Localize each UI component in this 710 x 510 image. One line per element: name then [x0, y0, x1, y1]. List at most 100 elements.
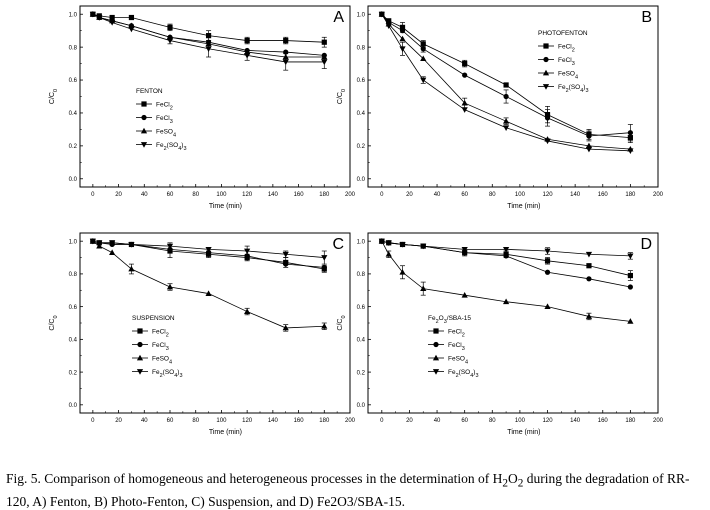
data-point [586, 263, 592, 269]
x-tick-label: 60 [461, 418, 468, 424]
legend-entry-name: FeCl [156, 115, 170, 122]
x-tick-label: 180 [625, 418, 636, 424]
data-point [627, 272, 633, 279]
data-point [378, 238, 385, 245]
legend-entry: FeCl3 [152, 342, 169, 352]
data-point [283, 261, 289, 267]
data-point [627, 130, 633, 136]
y-tick-label: 1.0 [69, 12, 78, 18]
x-tick-label: 180 [625, 192, 636, 198]
legend-entry-name: FeCl [448, 342, 462, 349]
legend-entry: FeSO4 [558, 71, 578, 81]
legend-entry-name3: ) [473, 369, 475, 376]
legend-marker [137, 328, 143, 334]
x-tick-label: 200 [653, 418, 664, 424]
y-axis-label-main: C/C [49, 92, 56, 104]
data-point [244, 37, 250, 44]
legend-entry-name: Fe [152, 369, 160, 376]
legend-marker [432, 354, 440, 361]
legend-marker [542, 69, 550, 76]
legend-entry-name3: ) [583, 84, 585, 91]
caption-text-3: during the degradation of RR-120, A) Fen… [6, 471, 690, 509]
figure-panels: 0 20 40 60 80 100 120 140 160 180 2000.00.20.40.60… [49, 5, 664, 436]
x-tick-label: 20 [115, 418, 122, 424]
legend-title-text: PHOTOFENTON [538, 30, 588, 37]
data-point [462, 72, 468, 78]
series-4 [89, 238, 328, 265]
data-point [585, 146, 593, 153]
legend-title-text: Fe [428, 315, 436, 322]
x-tick-label: 60 [167, 192, 174, 198]
data-point [128, 26, 135, 33]
data-point [282, 59, 289, 66]
legend-entry-name2: (SO [163, 369, 175, 376]
x-tick-label: 140 [570, 418, 581, 424]
data-point [321, 59, 328, 66]
legend-entry: FeSO4 [156, 129, 176, 139]
caption-sub-2: 2 [517, 477, 524, 490]
y-axis-label-sub: 0 [53, 89, 59, 92]
y-tick-label: 0.8 [357, 272, 366, 278]
data-point [89, 11, 96, 18]
legend-entry-sub3: 3 [183, 146, 186, 152]
legend-marker [140, 142, 148, 148]
legend-entry-sub: 3 [462, 346, 465, 352]
legend-entry-sub2: 4 [470, 373, 473, 379]
legend-entry: FeCl2 [448, 329, 465, 339]
x-tick-label: 40 [434, 418, 441, 424]
plot-frame [367, 232, 659, 414]
legend-marker [140, 127, 148, 134]
data-point [585, 251, 593, 258]
series-1 [379, 238, 633, 281]
legend-entry-name2: (SO [167, 142, 179, 149]
legend-marker [433, 341, 439, 348]
data-point [399, 46, 406, 52]
x-tick-label: 20 [406, 418, 413, 424]
y-tick-label: 0.4 [69, 111, 78, 117]
y-tick-label: 0.8 [69, 272, 78, 278]
x-tick-label: 140 [570, 192, 581, 198]
legend-entry-sub: 2 [164, 146, 167, 152]
data-point [205, 46, 212, 52]
data-point [462, 60, 468, 67]
legend-marker [542, 84, 550, 90]
y-tick-label: 0.2 [357, 144, 366, 150]
data-point [502, 117, 510, 124]
legend-marker [141, 101, 147, 107]
x-tick-label: 120 [242, 192, 253, 198]
y-tick-label: 0.4 [69, 338, 78, 344]
data-point [399, 242, 406, 248]
legend-marker [136, 354, 144, 361]
x-tick-label: 160 [294, 418, 305, 424]
legend-title-mid: O [439, 315, 444, 322]
x-tick-label: 160 [598, 418, 609, 424]
data-point [420, 41, 426, 47]
x-tick-label: 80 [489, 418, 496, 424]
x-tick-label: 20 [406, 192, 413, 198]
data-point [321, 264, 327, 270]
x-tick-label: 160 [598, 192, 609, 198]
legend-entry: FeCl3 [156, 115, 173, 125]
y-tick-label: 0.2 [357, 370, 366, 376]
y-axis-label-main: C/C [337, 319, 344, 331]
series-2 [379, 238, 633, 290]
legend-entry-sub: 4 [169, 360, 172, 366]
data-point [283, 37, 289, 44]
data-point [89, 238, 96, 245]
data-point [544, 138, 551, 145]
x-tick-label: 0 [380, 192, 384, 198]
legend-marker [433, 328, 439, 334]
data-point [205, 250, 212, 256]
legend-title-sub2: 3 [444, 319, 447, 325]
data-point [96, 240, 103, 247]
data-point [282, 251, 289, 258]
x-tick-label: 200 [345, 192, 356, 198]
y-axis-label-main: C/C [49, 319, 56, 331]
data-point [378, 11, 385, 18]
legend-title: PHOTOFENTON [538, 30, 588, 37]
y-tick-label: 1.0 [357, 239, 366, 245]
plot-frame [79, 5, 351, 188]
y-tick-label: 0.8 [357, 45, 366, 51]
y-axis-label-sub: 0 [53, 315, 59, 318]
data-point [461, 246, 468, 253]
